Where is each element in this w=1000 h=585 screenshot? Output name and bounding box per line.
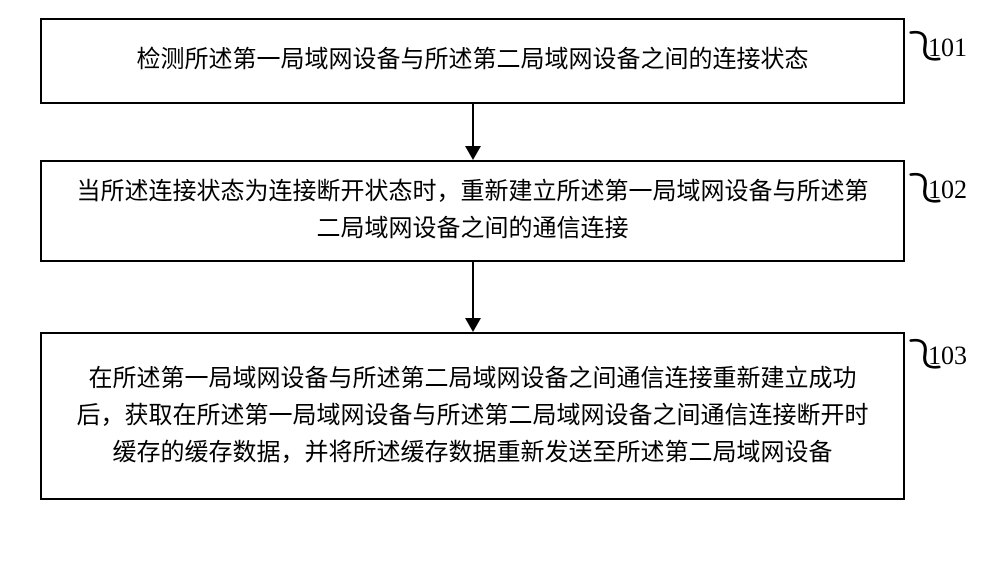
flowchart-arrow bbox=[40, 104, 905, 160]
flowchart-step-101: 检测所述第一局域网设备与所述第二局域网设备之间的连接状态101 bbox=[40, 18, 905, 104]
step-text: 在所述第一局域网设备与所述第二局域网设备之间通信连接重新建立成功后，获取在所述第… bbox=[72, 361, 873, 473]
step-label-103: 103 bbox=[928, 336, 967, 376]
step-text: 当所述连接状态为连接断开状态时，重新建立所述第一局域网设备与所述第二局域网设备之… bbox=[72, 174, 873, 248]
flowchart-step-103: 在所述第一局域网设备与所述第二局域网设备之间通信连接重新建立成功后，获取在所述第… bbox=[40, 332, 905, 500]
step-text: 检测所述第一局域网设备与所述第二局域网设备之间的连接状态 bbox=[137, 42, 809, 79]
step-label-102: 102 bbox=[928, 170, 967, 210]
flowchart-container: 检测所述第一局域网设备与所述第二局域网设备之间的连接状态101 当所述连接状态为连… bbox=[40, 18, 960, 500]
flowchart-arrow bbox=[40, 262, 905, 332]
flowchart-step-102: 当所述连接状态为连接断开状态时，重新建立所述第一局域网设备与所述第二局域网设备之… bbox=[40, 160, 905, 262]
step-label-101: 101 bbox=[928, 28, 967, 68]
